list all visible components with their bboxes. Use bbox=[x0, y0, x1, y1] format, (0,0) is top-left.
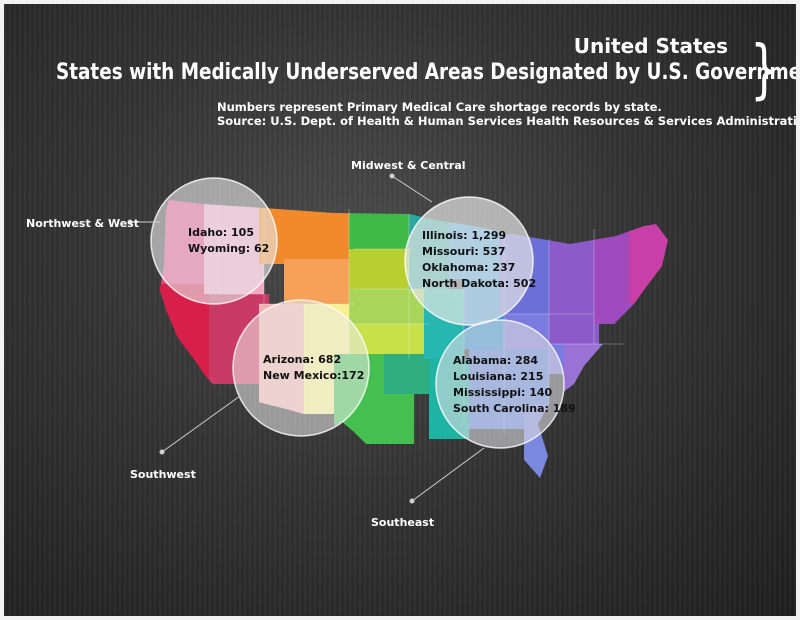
callout-dot-southeast bbox=[409, 498, 415, 504]
country-heading: United States bbox=[573, 34, 728, 58]
region-label-northwest: Northwest & West bbox=[26, 217, 139, 230]
callout-line-southeast bbox=[411, 447, 485, 502]
bubble-list-southwest: Arizona: 682 New Mexico:172 bbox=[263, 352, 364, 384]
infographic-frame: United States States with Medically Unde… bbox=[4, 4, 796, 616]
region-bubbles bbox=[150, 177, 565, 449]
state-count-label: Mississippi: 140 bbox=[453, 386, 553, 399]
us-map bbox=[127, 173, 668, 504]
subtitle-note: Numbers represent Primary Medical Care s… bbox=[217, 100, 662, 114]
callout-line-midwest bbox=[391, 175, 433, 203]
callout-dot-midwest bbox=[389, 173, 395, 179]
mid-atlantic-block bbox=[594, 224, 634, 324]
state-count-label: Oklahoma: 237 bbox=[422, 261, 516, 274]
bubble-southeast bbox=[435, 319, 565, 449]
nebraska-block bbox=[349, 289, 424, 324]
page-title: States with Medically Underserved Areas … bbox=[55, 60, 796, 85]
state-count-label: Alabama: 284 bbox=[453, 354, 539, 367]
north-dakota-block bbox=[349, 204, 414, 249]
state-count-label: Wyoming: 62 bbox=[188, 242, 270, 255]
bubble-list-northwest: Idaho: 105 Wyoming: 62 bbox=[188, 225, 269, 257]
state-count-label: Illinois: 1,299 bbox=[422, 229, 507, 242]
region-label-southeast: Southeast bbox=[371, 516, 435, 529]
state-count-label: New Mexico:172 bbox=[263, 369, 365, 382]
bubble-list-southeast: Alabama: 284 Louisiana: 215 Mississippi:… bbox=[453, 353, 576, 417]
state-count-label: Missouri: 537 bbox=[422, 245, 506, 258]
ohio-valley-block bbox=[549, 234, 599, 344]
region-label-midwest: Midwest & Central bbox=[351, 159, 466, 172]
callout-lines bbox=[127, 173, 485, 504]
state-count-label: North Dakota: 502 bbox=[422, 277, 537, 290]
state-count-label: Idaho: 105 bbox=[188, 226, 254, 239]
callout-dot-northwest bbox=[127, 219, 133, 225]
new-england-block bbox=[629, 214, 668, 304]
callout-line-southwest bbox=[161, 395, 241, 453]
bubble-northwest bbox=[150, 177, 278, 305]
bubble-southwest bbox=[232, 299, 370, 437]
oklahoma-block bbox=[384, 354, 429, 394]
callout-dot-southwest bbox=[159, 449, 165, 455]
bubble-midwest bbox=[404, 196, 534, 326]
south-dakota-block bbox=[349, 249, 414, 289]
subtitle-source: Source: U.S. Dept. of Health & Human Ser… bbox=[217, 114, 796, 128]
state-count-label: Louisiana: 215 bbox=[453, 370, 544, 383]
bubble-list-midwest: Illinois: 1,299 Missouri: 537 Oklahoma: … bbox=[422, 228, 536, 292]
state-count-label: Arizona: 682 bbox=[263, 353, 342, 366]
brace-decoration: } bbox=[750, 33, 779, 107]
state-count-label: South Carolina: 189 bbox=[453, 402, 576, 415]
region-label-southwest: Southwest bbox=[130, 468, 196, 481]
